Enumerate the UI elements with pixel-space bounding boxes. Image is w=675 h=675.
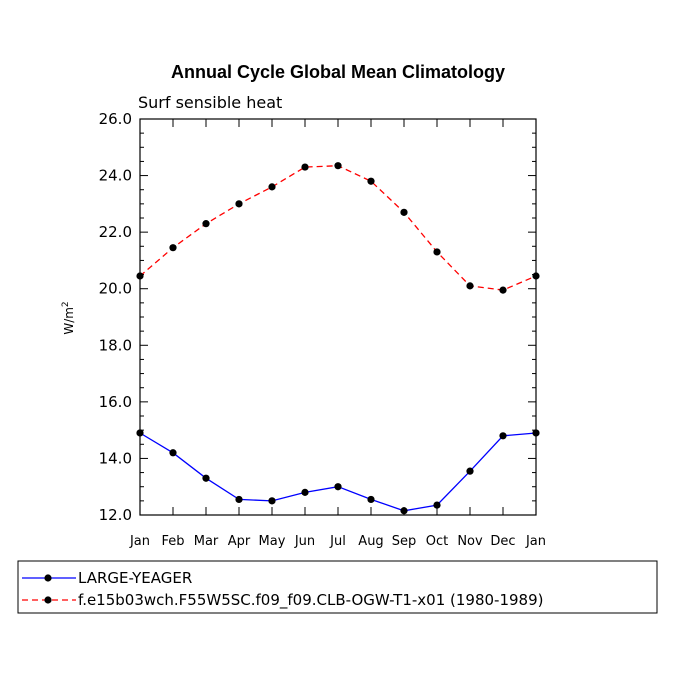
data-point — [334, 162, 342, 170]
data-point — [301, 488, 309, 496]
data-point — [169, 244, 177, 252]
data-point — [433, 248, 441, 256]
y-tick-label: 20.0 — [99, 280, 132, 298]
data-point — [499, 432, 507, 440]
data-point — [202, 220, 210, 228]
x-tick-label: Jan — [525, 534, 546, 549]
x-tick-label: Feb — [161, 534, 184, 549]
legend-label: f.e15b03wch.F55W5SC.f09_f09.CLB-OGW-T1-x… — [78, 591, 543, 610]
x-tick-label: Jun — [294, 534, 315, 549]
y-tick-label: 26.0 — [99, 110, 132, 128]
series-line — [139, 432, 537, 512]
data-point — [367, 495, 375, 504]
y-tick-label: 24.0 — [99, 167, 132, 185]
x-tick-label: Apr — [228, 534, 251, 549]
data-point — [433, 501, 441, 509]
data-point — [235, 200, 243, 208]
y-tick-label: 14.0 — [99, 449, 132, 467]
y-tick-label: 16.0 — [99, 393, 132, 411]
series-2 — [136, 162, 540, 294]
data-point — [466, 467, 474, 475]
data-point — [532, 272, 540, 280]
data-point — [268, 497, 276, 505]
x-tick-label: Jan — [129, 534, 150, 549]
data-point — [499, 286, 507, 294]
data-point — [169, 449, 177, 457]
data-point — [532, 429, 540, 437]
data-point — [400, 507, 408, 515]
plot-frame — [139, 118, 537, 516]
data-point — [235, 495, 243, 504]
chart-subtitle: Surf sensible heat — [138, 93, 282, 112]
x-tick-label: Mar — [194, 534, 219, 549]
data-point — [367, 177, 375, 185]
axis-ticks — [139, 118, 537, 516]
x-tick-label: May — [259, 534, 286, 549]
legend-marker — [44, 574, 52, 582]
y-axis-label: W/m2 — [61, 301, 76, 334]
data-point — [301, 163, 309, 171]
series-1 — [136, 429, 540, 515]
data-point — [334, 483, 342, 491]
y-axis-label-superscript: 2 — [61, 301, 71, 307]
series-layer — [136, 162, 540, 515]
y-tick-labels: 12.0 14.0 16.0 18.0 20.0 22.0 24.0 26.0 — [99, 110, 132, 524]
data-point — [400, 208, 408, 216]
data-point — [268, 183, 276, 191]
x-tick-label: Nov — [457, 534, 483, 549]
x-tick-label: Sep — [392, 534, 417, 549]
x-tick-label: Aug — [358, 534, 383, 549]
x-tick-label: Oct — [426, 534, 448, 549]
x-tick-label: Dec — [490, 534, 515, 549]
y-axis-label-base: W/m — [62, 307, 76, 335]
legend-box — [17, 560, 658, 614]
legend: LARGE-YEAGER f.e15b03wch.F55W5SC.f09_f09.… — [22, 569, 543, 610]
data-point — [202, 474, 210, 482]
data-point — [466, 282, 474, 290]
y-tick-label: 12.0 — [99, 506, 132, 524]
legend-label: LARGE-YEAGER — [78, 569, 192, 587]
series-line — [139, 165, 537, 291]
x-tick-labels: Jan Feb Mar Apr May Jun Jul Aug Sep Oct Nov Dec Jan — [129, 534, 546, 549]
x-tick-label: Jul — [329, 534, 346, 549]
data-point — [136, 272, 144, 280]
legend-marker — [44, 596, 52, 604]
data-point — [136, 429, 144, 437]
chart-title: Annual Cycle Global Mean Climatology — [171, 62, 505, 82]
y-tick-label: 18.0 — [99, 336, 132, 354]
y-tick-label: 22.0 — [99, 223, 132, 241]
